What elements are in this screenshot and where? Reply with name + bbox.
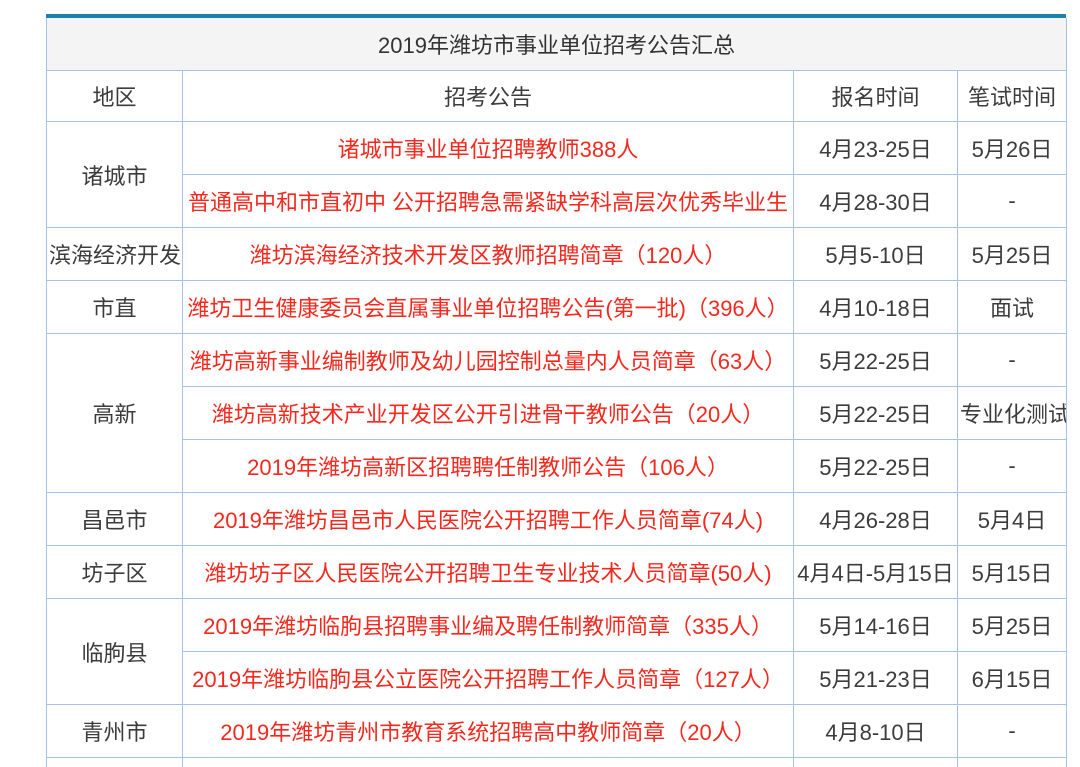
announcement-link[interactable]: 2019年潍坊临朐县招聘事业编及聘任制教师简章（335人） [203, 614, 773, 639]
apply-time-cell: 4月8-10日 [793, 704, 958, 758]
announcement-cell: 诸城市事业单位招聘教师388人 [182, 121, 794, 175]
table-row: 滨海经济开发 潍坊滨海经济技术开发区教师招聘简章（120人） 5月5-10日 5月25… [46, 227, 1068, 281]
column-header-region: 地区 [46, 70, 183, 122]
announcement-link[interactable]: 普通高中和市直初中 公开招聘急需紧缺学科高层次优秀毕业生 [187, 190, 789, 215]
apply-time-cell: 5月21-23日 [793, 651, 958, 705]
announcement-cell: 潍坊坊子区人民医院公开招聘卫生专业技术人员简章(50人) [182, 545, 794, 599]
table-row: 诸城市 诸城市事业单位招聘教师388人 4月23-25日 5月26日 [46, 121, 1068, 228]
apply-time-cell: 5月5-10日 [793, 227, 958, 281]
announcement-cell: 普通高中和市直初中 公开招聘急需紧缺学科高层次优秀毕业生 [182, 174, 794, 228]
table-row: 坊子区 潍坊坊子区人民医院公开招聘卫生专业技术人员简章(50人) 4月4日-5月15… [46, 545, 1068, 599]
empty-cell [956, 757, 1068, 767]
table-row: 临朐县 2019年潍坊临朐县招聘事业编及聘任制教师简章（335人） 5月14-16日… [46, 598, 1068, 705]
column-header-announcement: 招考公告 [182, 70, 794, 122]
apply-time-cell: 5月22-25日 [793, 439, 958, 493]
table-row: 市直 潍坊卫生健康委员会直属事业单位招聘公告(第一批)（396人） 4月10-18日… [46, 280, 1068, 334]
empty-cell [793, 757, 958, 767]
apply-time-cell: 5月14-16日 [793, 598, 958, 652]
apply-time-cell: 4月4日-5月15日 [793, 545, 958, 599]
region-cell: 高新 [46, 333, 183, 493]
announcement-cell: 潍坊高新技术产业开发区公开引进骨干教师公告（20人） [182, 386, 794, 440]
apply-time-cell: 5月22-25日 [793, 386, 958, 440]
table-row-partial [46, 757, 1068, 767]
announcement-link[interactable]: 2019年潍坊高新区招聘聘任制教师公告（106人） [247, 455, 729, 480]
announcement-link[interactable]: 2019年潍坊昌邑市人民医院公开招聘工作人员简章(74人) [212, 508, 764, 533]
table-row: 昌邑市 2019年潍坊昌邑市人民医院公开招聘工作人员简章(74人) 4月26-28日… [46, 492, 1068, 546]
empty-cell [46, 757, 183, 767]
exam-time-cell: 5月25日 [956, 598, 1068, 652]
region-cell: 青州市 [46, 704, 183, 758]
announcement-link[interactable]: 潍坊坊子区人民医院公开招聘卫生专业技术人员简章(50人) [204, 561, 772, 586]
table-row: 2019年潍坊高新区招聘聘任制教师公告（106人） 5月22-25日 - [47, 439, 1068, 493]
apply-time-cell: 5月22-25日 [793, 333, 958, 387]
table-row: 青州市 2019年潍坊青州市教育系统招聘高中教师简章（20人） 4月8-10日 - [46, 704, 1068, 758]
announcement-link[interactable]: 2019年潍坊临朐县公立医院公开招聘工作人员简章（127人） [192, 667, 784, 692]
table-title-row: 2019年潍坊市事业单位招考公告汇总 [45, 18, 1068, 71]
column-header-apply-time: 报名时间 [793, 70, 958, 122]
table-top-accent-bar [46, 14, 1066, 18]
announcement-link[interactable]: 潍坊卫生健康委员会直属事业单位招聘公告(第一批)（396人） [187, 296, 789, 321]
exam-time-cell: 5月4日 [956, 492, 1068, 546]
page-title: 2019年潍坊市事业单位招考公告汇总 [45, 18, 1068, 71]
exam-time-cell: 5月25日 [956, 227, 1068, 281]
apply-time-cell: 4月10-18日 [793, 280, 958, 334]
announcement-link[interactable]: 2019年潍坊青州市教育系统招聘高中教师简章（20人） [220, 720, 756, 745]
region-cell: 诸城市 [46, 121, 183, 228]
empty-cell [182, 757, 794, 767]
region-cell: 临朐县 [46, 598, 183, 705]
exam-time-cell: - [956, 704, 1068, 758]
exam-time-cell: - [956, 439, 1068, 493]
table-row: 潍坊高新技术产业开发区公开引进骨干教师公告（20人） 5月22-25日 专业化测试 [47, 386, 1068, 440]
column-header-exam-time: 笔试时间 [956, 70, 1068, 122]
region-cell: 滨海经济开发 [46, 227, 183, 281]
exam-time-cell: 5月26日 [956, 121, 1068, 175]
announcement-table-container: 2019年潍坊市事业单位招考公告汇总 地区 招考公告 报名时间 笔试时间 诸城市… [45, 14, 1068, 767]
exam-time-cell: - [956, 333, 1068, 387]
announcement-link[interactable]: 潍坊高新事业编制教师及幼儿园控制总量内人员简章（63人） [189, 349, 787, 374]
announcement-cell: 2019年潍坊高新区招聘聘任制教师公告（106人） [182, 439, 794, 493]
announcement-cell: 潍坊滨海经济技术开发区教师招聘简章（120人） [182, 227, 794, 281]
announcement-cell: 2019年潍坊青州市教育系统招聘高中教师简章（20人） [182, 704, 794, 758]
table-row: 高新 潍坊高新事业编制教师及幼儿园控制总量内人员简章（63人） 5月22-25日 - [46, 333, 1068, 493]
region-cell: 坊子区 [46, 545, 183, 599]
announcement-cell: 潍坊卫生健康委员会直属事业单位招聘公告(第一批)（396人） [182, 280, 794, 334]
exam-time-cell: 面试 [956, 280, 1068, 334]
announcement-link[interactable]: 潍坊滨海经济技术开发区教师招聘简章（120人） [249, 243, 727, 268]
apply-time-cell: 4月28-30日 [793, 174, 958, 228]
exam-time-cell: - [956, 174, 1068, 228]
table-row: 2019年潍坊临朐县公立医院公开招聘工作人员简章（127人） 5月21-23日 6月… [47, 651, 1068, 705]
table-header-row: 地区 招考公告 报名时间 笔试时间 [46, 70, 1068, 122]
announcement-link[interactable]: 诸城市事业单位招聘教师388人 [337, 137, 639, 162]
region-cell: 昌邑市 [46, 492, 183, 546]
announcement-cell: 2019年潍坊昌邑市人民医院公开招聘工作人员简章(74人) [182, 492, 794, 546]
announcement-cell: 2019年潍坊临朐县招聘事业编及聘任制教师简章（335人） [182, 598, 794, 652]
announcement-table: 2019年潍坊市事业单位招考公告汇总 地区 招考公告 报名时间 笔试时间 诸城市… [45, 18, 1068, 767]
announcement-cell: 2019年潍坊临朐县公立医院公开招聘工作人员简章（127人） [182, 651, 794, 705]
exam-time-cell: 5月15日 [956, 545, 1068, 599]
announcement-link[interactable]: 潍坊高新技术产业开发区公开引进骨干教师公告（20人） [211, 402, 765, 427]
region-cell: 市直 [46, 280, 183, 334]
exam-time-cell: 专业化测试 [956, 386, 1068, 440]
announcement-cell: 潍坊高新事业编制教师及幼儿园控制总量内人员简章（63人） [182, 333, 794, 387]
apply-time-cell: 4月26-28日 [793, 492, 958, 546]
exam-time-cell: 6月15日 [956, 651, 1068, 705]
apply-time-cell: 4月23-25日 [793, 121, 958, 175]
table-row: 普通高中和市直初中 公开招聘急需紧缺学科高层次优秀毕业生 4月28-30日 - [47, 174, 1068, 228]
